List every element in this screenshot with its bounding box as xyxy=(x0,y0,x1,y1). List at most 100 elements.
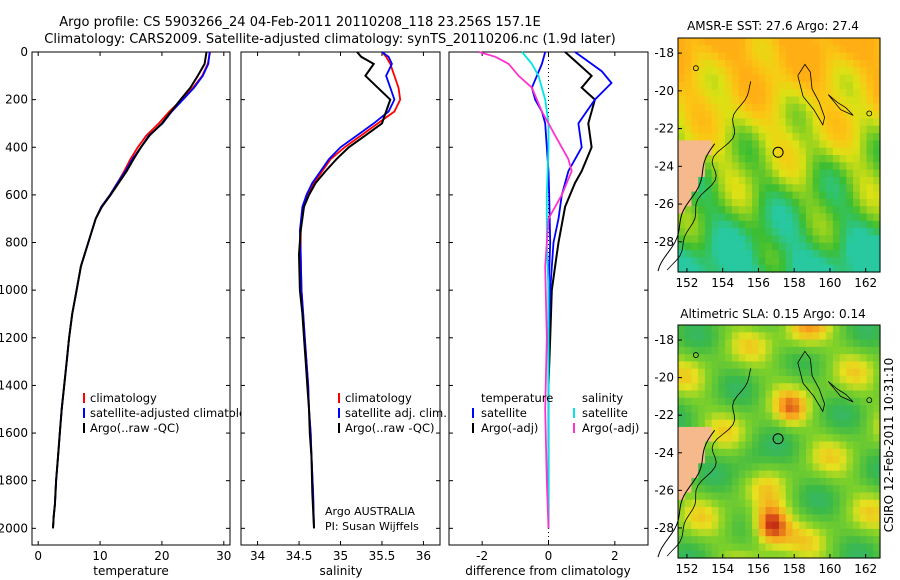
map-cell xyxy=(718,368,726,377)
map-cell xyxy=(711,184,719,193)
map-cell xyxy=(731,456,740,464)
map-cell xyxy=(853,383,861,392)
map-cell xyxy=(853,184,861,193)
map-cell xyxy=(873,206,881,215)
map-cell xyxy=(725,81,733,90)
map-cell xyxy=(698,111,706,120)
map-cell xyxy=(805,96,814,105)
map-cell xyxy=(839,191,847,200)
map-cell xyxy=(772,89,780,98)
map-cell xyxy=(799,325,807,333)
map-cell xyxy=(691,419,699,428)
map-cell xyxy=(819,235,827,244)
map-frame xyxy=(677,324,881,559)
map-cell xyxy=(711,405,719,413)
annotation-argo-australia: Argo AUSTRALIA xyxy=(325,505,415,518)
map-cell xyxy=(805,397,814,406)
map-cell xyxy=(718,528,726,537)
map-cell xyxy=(684,96,693,105)
map-cell xyxy=(832,375,841,384)
map-cell xyxy=(691,162,699,171)
map-cell xyxy=(698,507,706,515)
map-cell xyxy=(765,434,773,443)
map-cell xyxy=(704,375,713,384)
map-cell xyxy=(731,383,740,392)
series-line-argo-raw-qc- xyxy=(52,51,208,529)
map-cell xyxy=(873,176,881,185)
map-cell xyxy=(853,339,861,348)
map-cell xyxy=(846,162,854,171)
map-cell xyxy=(698,257,706,266)
map-cell xyxy=(772,250,780,258)
map-cell xyxy=(799,507,807,515)
map-cell xyxy=(805,325,814,333)
map-cell xyxy=(792,198,800,207)
series-line-salinity-argo-adj- xyxy=(521,51,550,529)
map-cell xyxy=(832,235,841,244)
map-cell xyxy=(691,235,699,244)
x-tick-label: 34.5 xyxy=(286,549,313,563)
map-cell xyxy=(785,242,794,251)
map-cell xyxy=(691,405,699,413)
map-cell xyxy=(853,81,861,90)
map-cell xyxy=(684,325,693,333)
map-cell xyxy=(704,52,713,61)
map-cell xyxy=(684,514,693,523)
map-cell xyxy=(853,426,861,435)
map-cell xyxy=(873,536,881,545)
map-cell xyxy=(826,235,834,244)
map-cell xyxy=(698,361,706,370)
map-cell xyxy=(704,220,713,229)
map-cell xyxy=(752,147,760,156)
map-cell xyxy=(873,397,881,406)
map-cell xyxy=(832,147,841,156)
map-cell xyxy=(711,536,719,545)
map-cell xyxy=(772,125,780,134)
map-cell xyxy=(758,220,767,229)
map-cell xyxy=(698,235,706,244)
map-cell xyxy=(866,419,874,428)
map-cell xyxy=(765,147,773,156)
map-cell xyxy=(826,434,834,443)
map-cell xyxy=(805,184,814,193)
map-cell xyxy=(725,521,733,530)
map-cell xyxy=(846,206,854,215)
map-cell xyxy=(772,198,780,207)
map-cell xyxy=(718,147,726,156)
map-cell xyxy=(752,368,760,377)
map-cell xyxy=(711,514,719,523)
map-cell xyxy=(731,397,740,406)
map-cell xyxy=(725,140,733,149)
map-cell xyxy=(684,220,693,229)
map-cell xyxy=(846,419,854,428)
legend-label: satellite xyxy=(582,406,628,420)
map-cell xyxy=(785,332,794,341)
map-cell xyxy=(691,463,699,472)
map-cell xyxy=(812,463,820,472)
map-cell xyxy=(779,390,787,399)
map-cell xyxy=(819,228,827,237)
map-cell xyxy=(738,52,746,61)
map-cell xyxy=(704,228,713,237)
map-cell xyxy=(853,220,861,229)
map-cell xyxy=(819,485,827,494)
map-cell xyxy=(725,176,733,185)
map-cell xyxy=(698,325,706,333)
map-cell xyxy=(691,543,699,552)
map-cell xyxy=(819,361,827,370)
map-cell xyxy=(745,448,753,457)
map-cell xyxy=(725,118,733,127)
map-cell xyxy=(853,38,861,46)
map-cell xyxy=(698,434,706,443)
map-cell xyxy=(792,140,800,149)
map-cell xyxy=(832,220,841,229)
map-cell xyxy=(752,361,760,370)
map-cell xyxy=(785,441,794,450)
map-cell xyxy=(785,375,794,384)
map-cell xyxy=(792,96,800,105)
map-cell xyxy=(873,45,881,54)
map-cell xyxy=(678,264,686,273)
map-cell xyxy=(731,52,740,61)
x-tick-label: 36 xyxy=(416,549,431,563)
